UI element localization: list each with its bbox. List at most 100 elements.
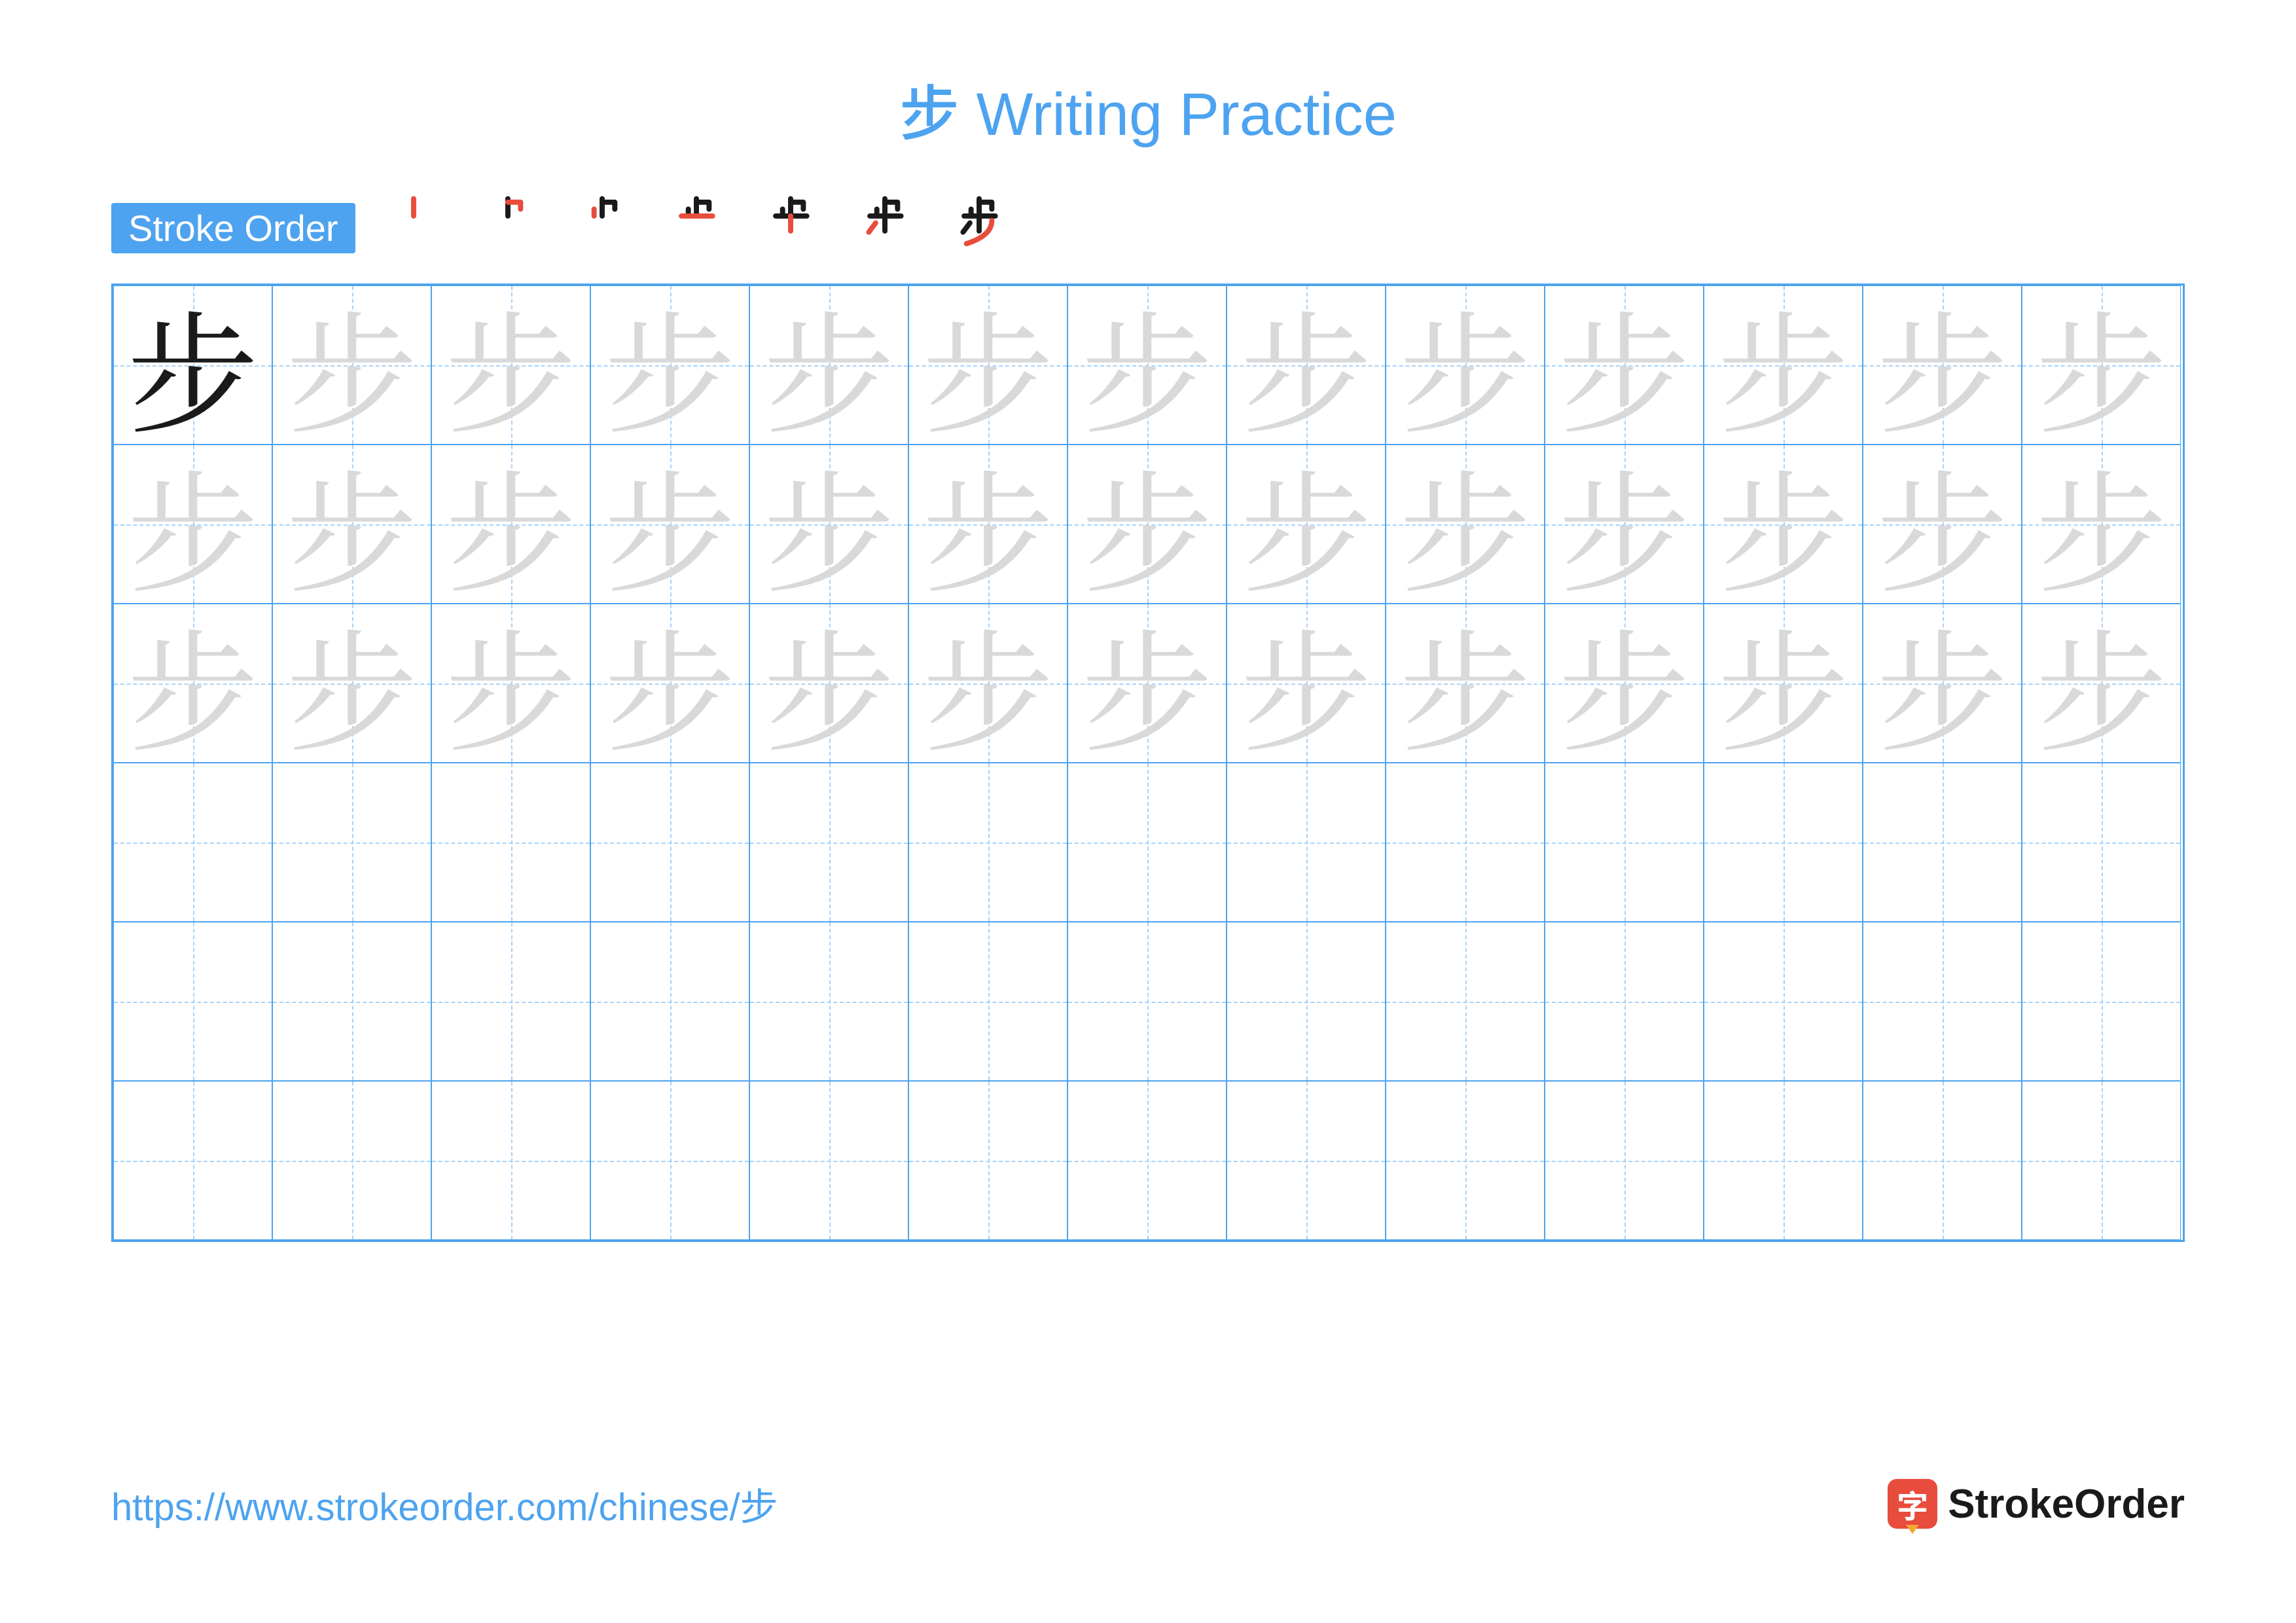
trace-character: 步 <box>127 459 258 590</box>
grid-cell <box>1545 922 1704 1081</box>
grid-cell: 步 <box>749 285 908 445</box>
grid-cell: 步 <box>272 445 431 604</box>
grid-cell <box>749 763 908 922</box>
stroke-order-row: Stroke Order <box>111 192 2185 264</box>
grid-cell <box>431 922 590 1081</box>
trace-character: 步 <box>1240 459 1371 590</box>
trace-character: 步 <box>763 459 894 590</box>
trace-character: 步 <box>1399 618 1530 749</box>
grid-cell: 步 <box>113 285 272 445</box>
grid-cell <box>1863 922 2022 1081</box>
grid-cell: 步 <box>431 285 590 445</box>
page-title: 步 Writing Practice <box>111 65 2185 153</box>
trace-character: 步 <box>1558 618 1689 749</box>
grid-cell <box>431 763 590 922</box>
trace-character: 步 <box>1399 459 1530 590</box>
grid-cell <box>749 1081 908 1240</box>
trace-character: 步 <box>604 459 735 590</box>
model-character: 步 <box>127 300 258 431</box>
stroke-step <box>762 192 819 264</box>
grid-cell <box>272 922 431 1081</box>
trace-character: 步 <box>1558 459 1689 590</box>
grid-cell <box>1386 922 1545 1081</box>
grid-cell <box>908 763 1067 922</box>
grid-cell: 步 <box>2022 604 2181 763</box>
grid-cell: 步 <box>1067 445 1227 604</box>
grid-cell <box>272 1081 431 1240</box>
grid-row: 步步步步步步步步步步步步步 <box>113 604 2183 763</box>
stroke-order-steps <box>385 192 1008 264</box>
grid-cell: 步 <box>590 604 749 763</box>
trace-character: 步 <box>445 459 576 590</box>
grid-cell: 步 <box>908 604 1067 763</box>
grid-cell <box>2022 922 2181 1081</box>
grid-row: 步步步步步步步步步步步步步 <box>113 445 2183 604</box>
trace-character: 步 <box>2036 300 2166 431</box>
trace-character: 步 <box>286 618 417 749</box>
grid-cell <box>1545 1081 1704 1240</box>
grid-cell: 步 <box>1704 604 1863 763</box>
grid-cell: 步 <box>908 445 1067 604</box>
grid-row <box>113 922 2183 1081</box>
grid-cell <box>908 1081 1067 1240</box>
source-url[interactable]: https://www.strokeorder.com/chinese/步 <box>111 1476 778 1531</box>
stroke-order-label: Stroke Order <box>111 203 355 253</box>
grid-cell <box>749 922 908 1081</box>
grid-cell: 步 <box>2022 445 2181 604</box>
grid-cell <box>1704 763 1863 922</box>
grid-cell <box>113 922 272 1081</box>
trace-character: 步 <box>1717 300 1848 431</box>
grid-cell <box>1227 922 1386 1081</box>
footer: https://www.strokeorder.com/chinese/步 字 … <box>111 1476 2185 1531</box>
grid-cell: 步 <box>1863 604 2022 763</box>
grid-cell: 步 <box>431 604 590 763</box>
trace-character: 步 <box>445 618 576 749</box>
grid-cell: 步 <box>272 285 431 445</box>
stroke-step <box>950 192 1008 264</box>
grid-row: 步步步步步步步步步步步步步 <box>113 285 2183 445</box>
grid-cell <box>1704 922 1863 1081</box>
trace-character: 步 <box>1717 618 1848 749</box>
grid-row <box>113 763 2183 922</box>
grid-cell: 步 <box>1545 604 1704 763</box>
trace-character: 步 <box>1558 300 1689 431</box>
grid-cell: 步 <box>1545 285 1704 445</box>
trace-character: 步 <box>445 300 576 431</box>
grid-cell <box>1386 1081 1545 1240</box>
grid-cell <box>1227 763 1386 922</box>
stroke-step <box>385 192 442 264</box>
stroke-step <box>856 192 914 264</box>
grid-cell <box>272 763 431 922</box>
grid-cell <box>113 1081 272 1240</box>
trace-character: 步 <box>922 300 1053 431</box>
grid-cell: 步 <box>113 604 272 763</box>
logo-icon: 字 <box>1888 1479 1937 1529</box>
grid-cell: 步 <box>1227 604 1386 763</box>
grid-cell: 步 <box>590 445 749 604</box>
trace-character: 步 <box>1717 459 1848 590</box>
grid-cell <box>2022 763 2181 922</box>
grid-cell <box>1227 1081 1386 1240</box>
grid-cell <box>1386 763 1545 922</box>
trace-character: 步 <box>1081 618 1212 749</box>
trace-character: 步 <box>1876 459 2007 590</box>
grid-cell: 步 <box>1704 285 1863 445</box>
grid-cell <box>590 1081 749 1240</box>
grid-cell: 步 <box>2022 285 2181 445</box>
grid-cell: 步 <box>272 604 431 763</box>
grid-cell: 步 <box>908 285 1067 445</box>
logo: 字 StrokeOrder <box>1888 1479 2185 1529</box>
grid-cell <box>908 922 1067 1081</box>
trace-character: 步 <box>1399 300 1530 431</box>
grid-cell <box>1067 1081 1227 1240</box>
grid-cell: 步 <box>590 285 749 445</box>
grid-cell: 步 <box>1545 445 1704 604</box>
grid-cell: 步 <box>113 445 272 604</box>
grid-cell: 步 <box>1067 285 1227 445</box>
grid-cell: 步 <box>1863 285 2022 445</box>
trace-character: 步 <box>127 618 258 749</box>
grid-cell <box>1704 1081 1863 1240</box>
stroke-step <box>479 192 537 264</box>
trace-character: 步 <box>1081 300 1212 431</box>
practice-grid: 步步步步步步步步步步步步步步步步步步步步步步步步步步步步步步步步步步步步步步步 <box>111 283 2185 1242</box>
